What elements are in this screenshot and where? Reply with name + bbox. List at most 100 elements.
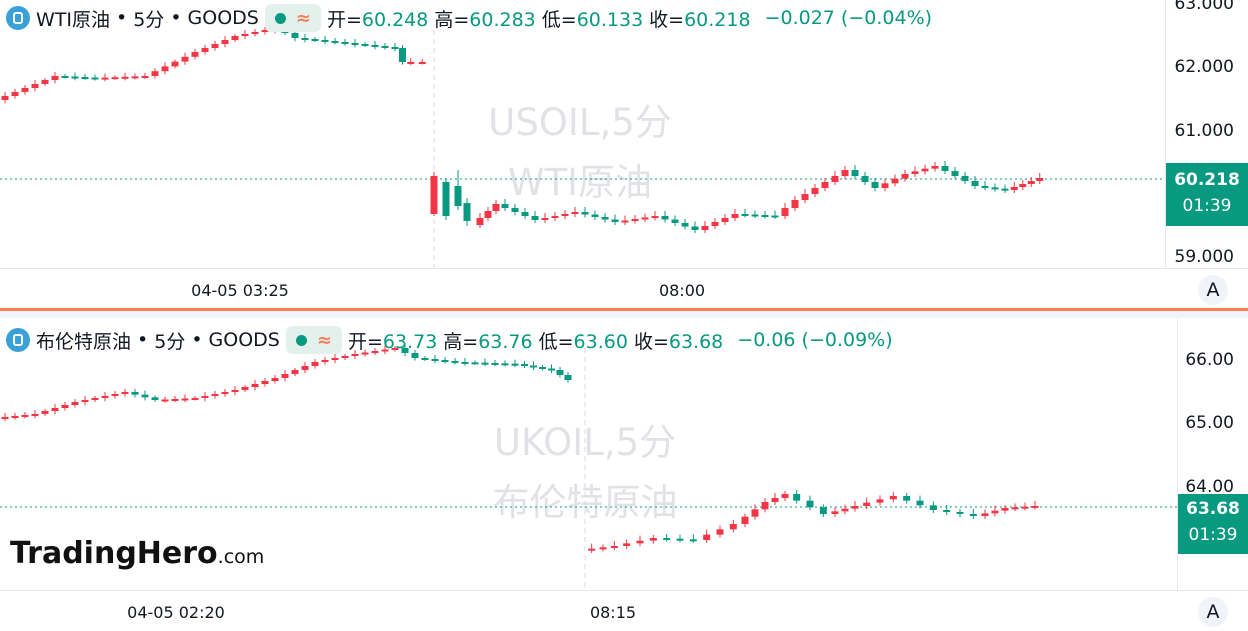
wti-watermark-name: WTI原油: [507, 161, 653, 204]
symbol-logo-icon: [6, 6, 30, 30]
candle-body: [521, 212, 529, 216]
candle-body: [931, 166, 939, 169]
brent-price-axis[interactable]: 66.00 65.00 64.00 63.00: [1177, 318, 1248, 590]
candle-body: [501, 204, 509, 208]
candle-body: [161, 66, 169, 72]
candle-body: [391, 348, 399, 350]
candle-body: [1001, 508, 1009, 511]
candle-body: [741, 516, 749, 524]
candle-body: [231, 390, 239, 392]
brent-last-price-tag: 63.68 01:39: [1178, 494, 1248, 554]
candle-body: [971, 181, 979, 186]
ohlc-low-label: 低=: [538, 330, 574, 353]
candle-body: [331, 358, 339, 360]
wti-symbol-name[interactable]: WTI原油: [36, 8, 110, 31]
brent-chart-pane[interactable]: UKOIL,5分 布伦特原油 TradingHero.com 66.00 65.…: [0, 318, 1248, 630]
candle-body: [454, 186, 462, 206]
candle-body: [676, 538, 684, 541]
candle-body: [501, 363, 509, 366]
candle-body: [511, 208, 519, 212]
candle-body: [91, 77, 99, 80]
pane-divider-highlight: [0, 308, 1248, 311]
candle-body: [351, 354, 359, 356]
candle-body: [471, 362, 479, 365]
brent-interval[interactable]: 5分: [154, 330, 186, 353]
brent-plot-area[interactable]: UKOIL,5分 布伦特原油 TradingHero.com: [0, 318, 1178, 590]
candle-body: [463, 203, 471, 221]
candle-body: [441, 360, 449, 362]
wti-candles-svg: [0, 24, 1166, 268]
candle-body: [331, 41, 339, 43]
candle-body: [651, 216, 659, 218]
candle-body: [191, 398, 199, 400]
candle-body: [201, 396, 209, 398]
brent-last-price: 63.68: [1186, 499, 1240, 519]
brent-price-tick: 66.00: [1185, 350, 1234, 370]
candle-body: [371, 351, 379, 353]
candle-body: [1001, 188, 1009, 191]
wti-interval[interactable]: 5分: [133, 8, 165, 31]
ohlc-open-label: 开=: [347, 330, 383, 353]
ohlc-high-value: 60.283: [469, 8, 536, 31]
candle-body: [141, 76, 149, 78]
candle-body: [151, 71, 159, 76]
candle-body: [889, 496, 897, 500]
wti-time-axis[interactable]: 04-05 03:25 08:00 A: [0, 268, 1248, 309]
candle-body: [321, 40, 329, 42]
brent-autoscale-button[interactable]: A: [1198, 597, 1228, 627]
candle-body: [861, 176, 869, 182]
candle-body: [881, 183, 889, 188]
candle-body: [969, 514, 977, 516]
ohlc-close-value: 60.218: [684, 8, 751, 31]
candle-body: [241, 387, 249, 390]
brent-time-axis[interactable]: 04-05 02:20 08:15 A: [0, 590, 1248, 631]
candle-body: [761, 502, 769, 510]
market-status-pill[interactable]: ≈: [285, 326, 342, 354]
candle-body: [31, 84, 39, 88]
ohlc-high-label: 高=: [443, 330, 479, 353]
candle-body: [361, 44, 369, 46]
candle-body: [221, 40, 229, 44]
candle-body: [21, 88, 29, 92]
candle-body: [451, 361, 459, 363]
candle-body: [556, 370, 564, 375]
candle-body: [530, 365, 537, 368]
candle-body: [876, 499, 884, 503]
wti-autoscale-button[interactable]: A: [1198, 275, 1228, 305]
candle-body: [771, 498, 779, 502]
candle-body: [729, 524, 737, 530]
candle-body: [1011, 507, 1019, 510]
candle-body: [181, 56, 189, 62]
candle-body: [221, 392, 229, 394]
candle-body: [111, 77, 119, 80]
candle-body: [663, 538, 671, 540]
candle-body: [71, 402, 79, 405]
wti-chart-pane[interactable]: USOIL,5分 WTI原油 63.000 62.000 61.000 59.0…: [0, 0, 1248, 308]
candle-body: [981, 186, 989, 188]
candle-body: [741, 214, 749, 216]
brent-legend[interactable]: 布伦特原油 • 5分 • GOODS ≈ 开=63.73 高=63.76 低=6…: [6, 326, 893, 354]
wti-price-axis[interactable]: 63.000 62.000 61.000 59.000: [1165, 0, 1248, 268]
wti-legend[interactable]: WTI原油 • 5分 • GOODS ≈ 开=60.248 高=60.283 低…: [6, 4, 932, 32]
candle-body: [491, 363, 499, 365]
candle-body: [161, 399, 169, 402]
wti-plot-area[interactable]: USOIL,5分 WTI原油: [0, 0, 1166, 268]
candle-body: [631, 219, 639, 221]
wti-watermark-symbol: USOIL,5分: [488, 101, 672, 144]
candle-body: [991, 187, 999, 190]
candle-body: [411, 353, 419, 358]
candle-body: [211, 394, 219, 396]
pane-divider[interactable]: [0, 308, 1248, 318]
ohlc-high-label: 高=: [434, 8, 470, 31]
candle-body: [531, 216, 539, 220]
candle-body: [991, 510, 999, 514]
candle-body: [831, 176, 839, 182]
market-status-pill[interactable]: ≈: [264, 4, 321, 32]
candle-body: [261, 30, 269, 32]
candle-body: [492, 204, 500, 211]
wti-price-tick: 62.000: [1174, 57, 1234, 77]
symbol-logo-icon: [6, 328, 30, 352]
candle-body: [1019, 184, 1027, 187]
candle-body: [551, 216, 559, 218]
brent-symbol-name[interactable]: 布伦特原油: [36, 330, 132, 353]
